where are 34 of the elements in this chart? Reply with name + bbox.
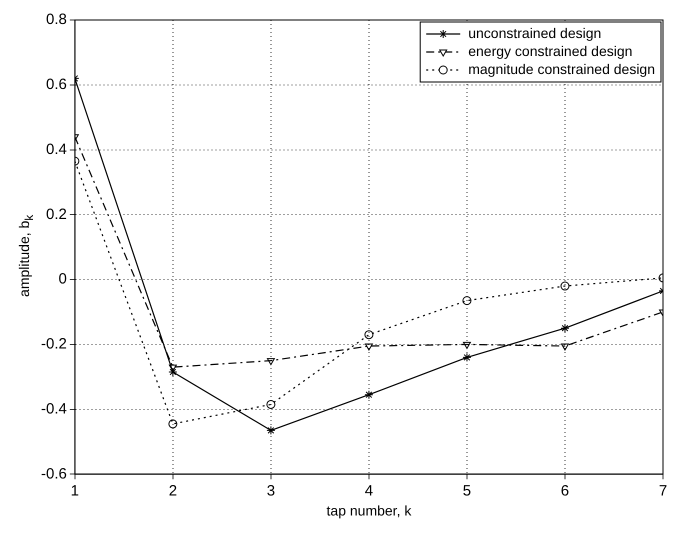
point <box>168 419 178 428</box>
x-tick-label: 2 <box>168 482 178 500</box>
x-tick-label: 1 <box>70 482 80 500</box>
y-tick-label: 0.6 <box>46 76 67 94</box>
y-tick-label: 0.8 <box>46 11 67 28</box>
x-axis-title: tap number, k <box>326 502 412 518</box>
y-tick-label: 0.4 <box>46 140 67 158</box>
x-tick-label: 5 <box>462 482 472 500</box>
x-tick-label: 3 <box>266 482 276 500</box>
point <box>462 352 472 362</box>
y-tick-label: 0 <box>58 270 67 288</box>
point <box>266 358 275 366</box>
point <box>561 344 569 351</box>
point <box>364 390 374 400</box>
point <box>168 364 177 372</box>
legend-label: unconstrained design <box>468 24 602 41</box>
y-tick-label: -0.2 <box>40 336 67 353</box>
x-tick-label: 6 <box>560 482 570 500</box>
legend-label: energy constrained design <box>468 42 632 59</box>
point <box>266 426 276 435</box>
point <box>364 344 373 351</box>
point <box>168 368 178 377</box>
point <box>364 330 374 340</box>
y-tick-label: -0.4 <box>40 400 67 418</box>
y-tick-label: -0.6 <box>40 465 67 482</box>
point <box>560 282 570 291</box>
point <box>266 400 276 409</box>
y-tick-label: 0.2 <box>46 206 67 223</box>
point <box>560 324 570 333</box>
point <box>462 296 472 306</box>
legend-label: magnitude constrained design <box>468 60 656 77</box>
x-tick-label: 7 <box>658 482 668 500</box>
x-tick-label: 4 <box>364 482 374 500</box>
point <box>462 342 471 349</box>
